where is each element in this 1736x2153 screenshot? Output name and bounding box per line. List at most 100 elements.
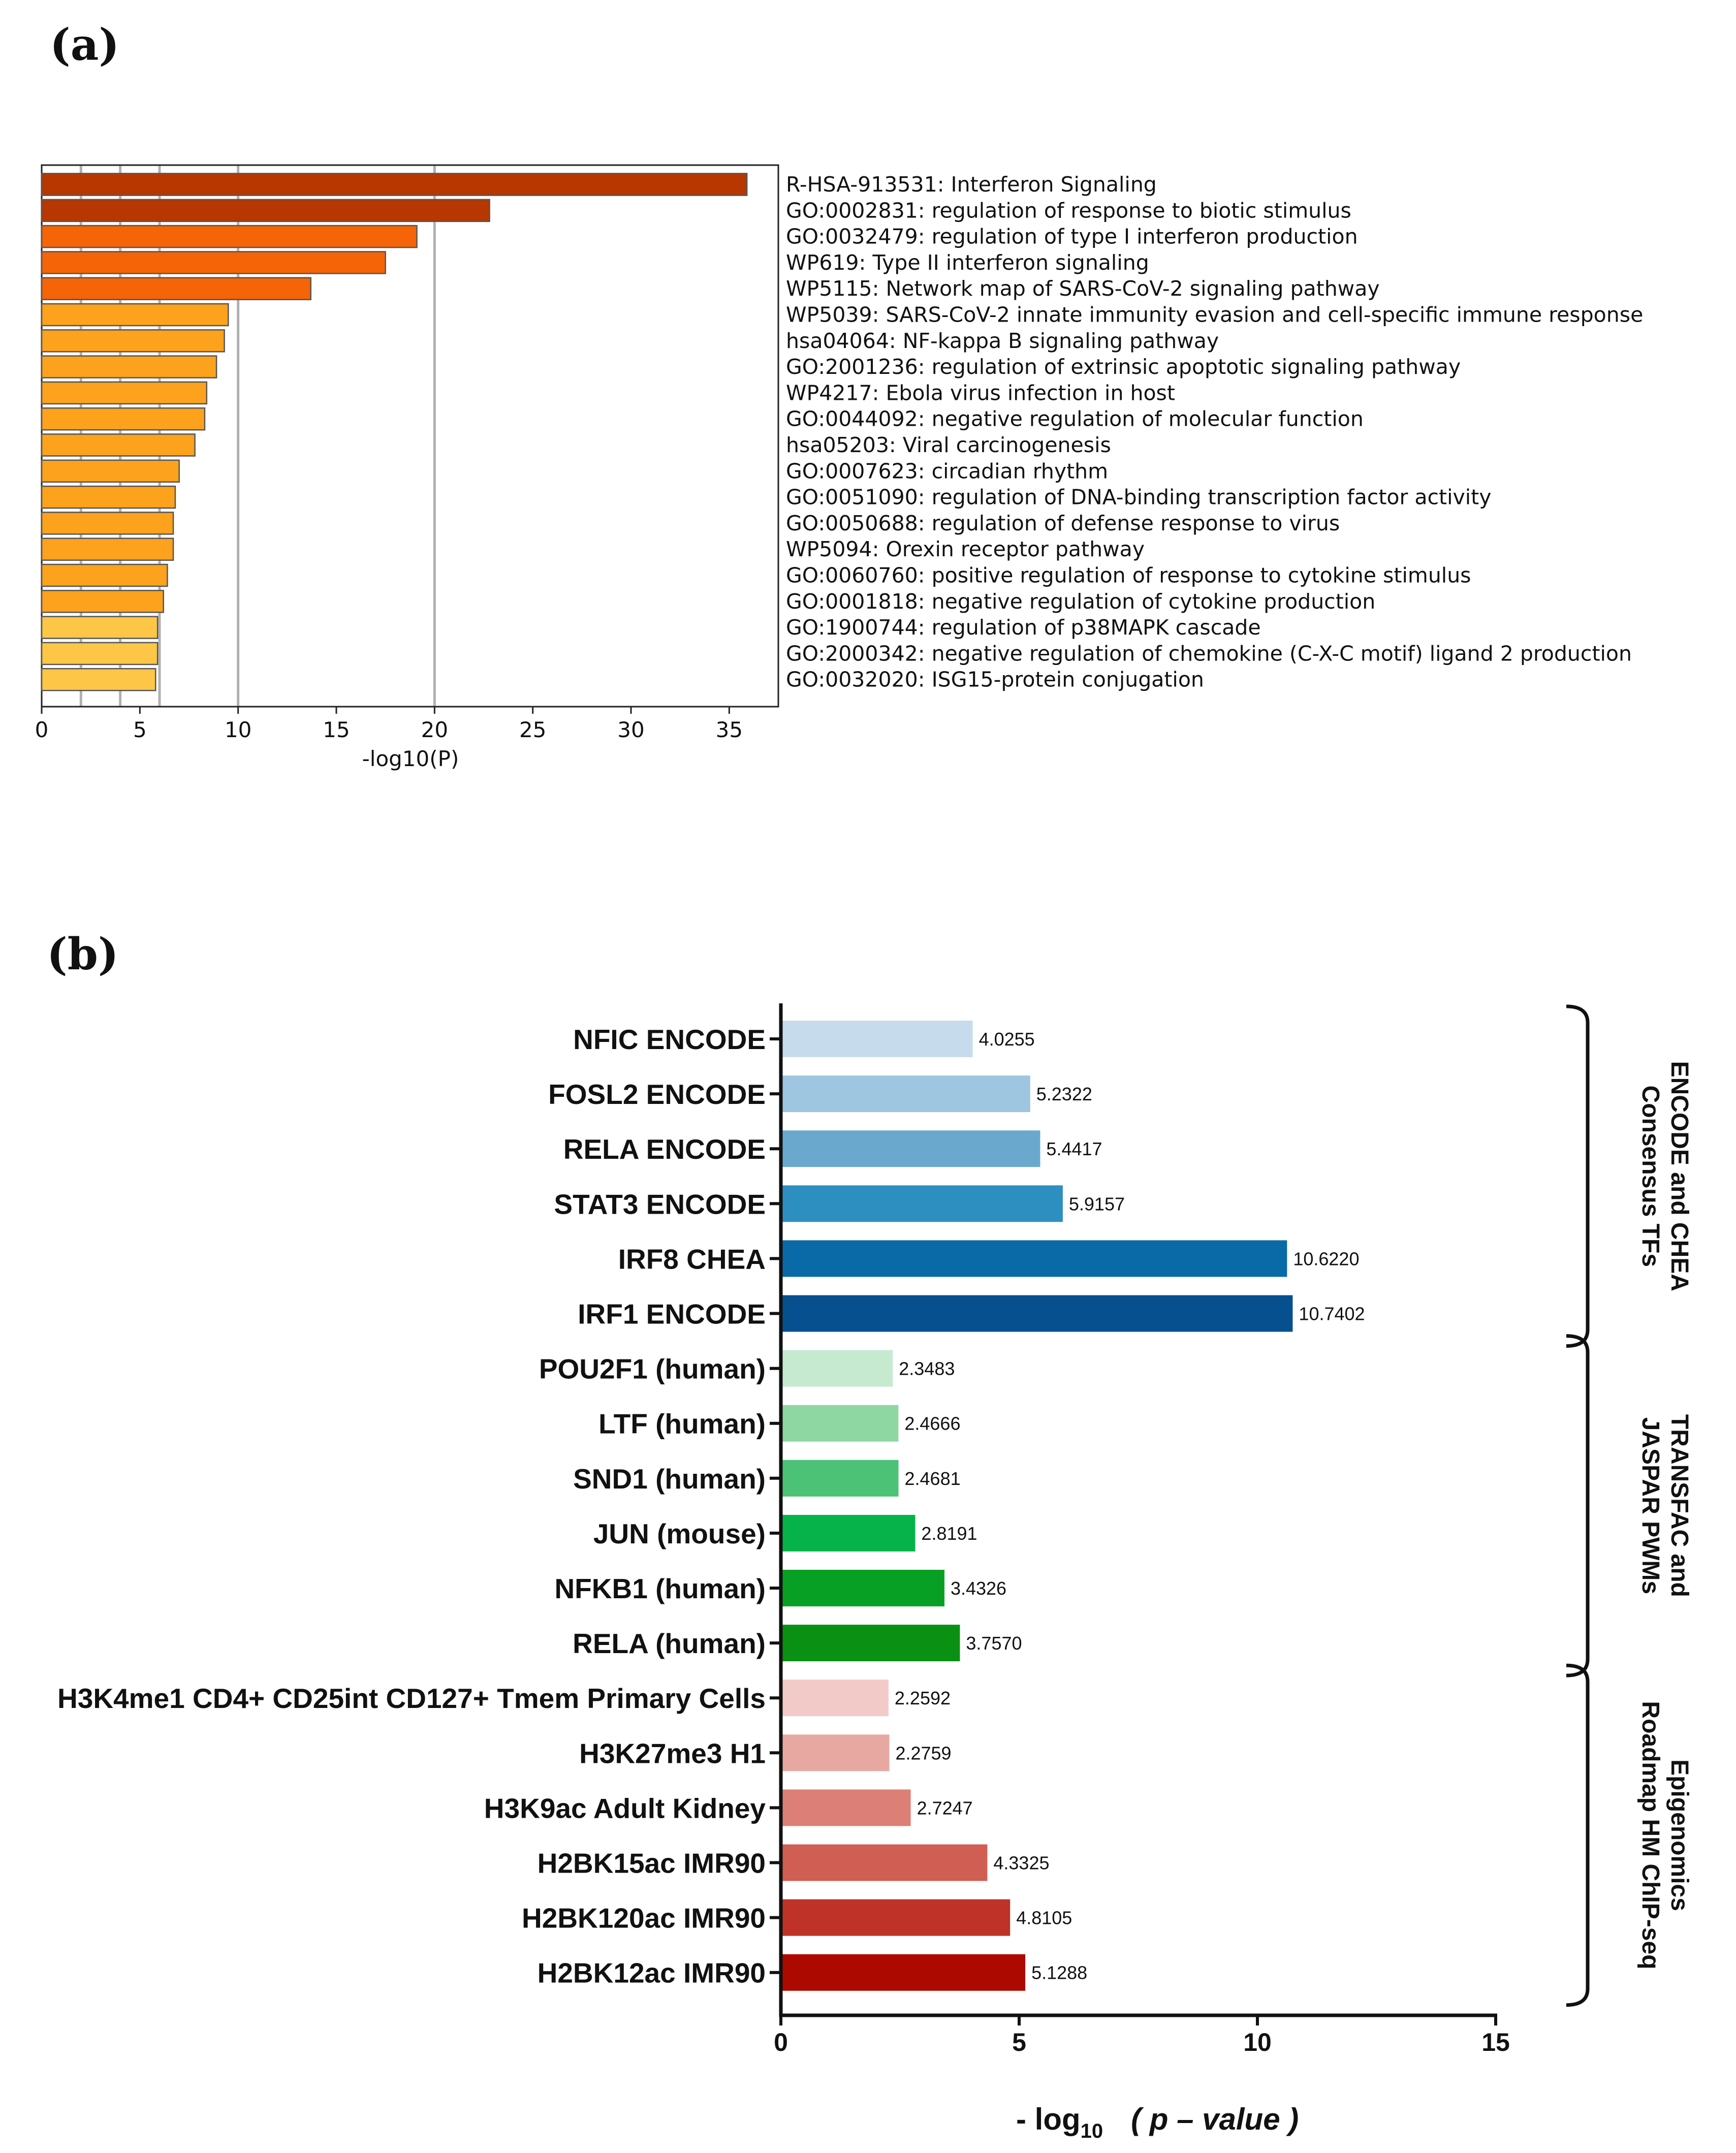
- bar: [41, 407, 206, 431]
- category-label: NFIC ENCODE: [573, 1024, 766, 1055]
- x-axis-label: - log10( p – value ): [1016, 2102, 1299, 2142]
- value-label: 5.4417: [1046, 1138, 1102, 1159]
- value-label: 2.2592: [895, 1688, 951, 1708]
- group-bracket: [1566, 1004, 1590, 1348]
- term-label: GO:0002831: regulation of response to bi…: [786, 198, 1351, 223]
- bar: [41, 303, 229, 327]
- term-label: R-HSA-913531: Interferon Signaling: [786, 172, 1157, 197]
- category-label: STAT3 ENCODE: [554, 1188, 766, 1220]
- value-label: 4.3325: [993, 1853, 1049, 1874]
- value-label: 4.8105: [1016, 1908, 1072, 1928]
- bar: [41, 433, 196, 457]
- category-label: LTF (human): [598, 1408, 766, 1440]
- category-label: JUN (mouse): [593, 1518, 766, 1549]
- bar: [782, 1350, 893, 1387]
- category-label: H3K9ac Adult Kidney: [484, 1792, 766, 1824]
- group-label-line1: Epigenomics: [1666, 1759, 1693, 1911]
- bar: [41, 616, 159, 639]
- bar: [41, 459, 180, 483]
- value-label: 2.3483: [899, 1358, 955, 1379]
- value-label: 2.7247: [917, 1797, 973, 1818]
- term-label: WP5115: Network map of SARS-CoV-2 signal…: [786, 276, 1380, 301]
- term-label: GO:0060760: positive regulation of respo…: [786, 563, 1471, 588]
- value-label: 10.7402: [1299, 1304, 1365, 1324]
- term-label: GO:0001818: negative regulation of cytok…: [786, 589, 1375, 614]
- category-label: RELA (human): [573, 1628, 766, 1659]
- term-label: WP619: Type II interferon signaling: [786, 250, 1149, 275]
- group-label-line2: JASPAR PWMs: [1637, 1417, 1664, 1595]
- value-label: 2.8191: [921, 1523, 977, 1544]
- term-label: GO:0044092: negative regulation of molec…: [786, 407, 1364, 431]
- term-label: GO:0050688: regulation of defense respon…: [786, 511, 1340, 535]
- term-label: GO:0032479: regulation of type I interfe…: [786, 225, 1358, 249]
- term-label: hsa04064: NF-kappa B signaling pathway: [786, 329, 1219, 353]
- group-label-line2: Consensus TFs: [1637, 1086, 1664, 1267]
- x-tick-label: 10: [1243, 2028, 1272, 2056]
- bar: [41, 329, 225, 353]
- x-tick-label: 35: [716, 717, 743, 742]
- bar: [782, 1240, 1287, 1277]
- category-label: H2BK12ac IMR90: [538, 1957, 766, 1989]
- bar: [41, 225, 418, 248]
- category-label: NFKB1 (human): [554, 1573, 766, 1604]
- x-tick-label: 25: [519, 717, 546, 742]
- term-label: GO:0032020: ISG15-protein conjugation: [786, 668, 1204, 692]
- bar: [782, 1899, 1011, 1936]
- value-label: 3.4326: [951, 1578, 1006, 1599]
- x-axis-label: -log10(P): [362, 746, 459, 771]
- bar: [41, 512, 174, 535]
- bar: [41, 485, 176, 509]
- x-tick-label: 15: [323, 717, 350, 742]
- value-label: 10.6220: [1293, 1248, 1359, 1269]
- term-label: WP5094: Orexin receptor pathway: [786, 537, 1145, 561]
- bar: [782, 1789, 911, 1826]
- term-label: WP4217: Ebola virus infection in host: [786, 381, 1175, 405]
- bar: [782, 1570, 944, 1606]
- category-label: IRF8 CHEA: [618, 1243, 766, 1275]
- value-label: 2.4666: [904, 1413, 960, 1434]
- value-label: 5.2322: [1036, 1084, 1092, 1104]
- x-tick-label: 5: [133, 717, 147, 742]
- chart-b: 4.0255 NFIC ENCODE 5.2322 FOSL2 ENCODE 5.441…: [57, 1003, 1693, 2142]
- value-label: 4.0255: [979, 1029, 1035, 1050]
- value-label: 2.2759: [895, 1743, 951, 1763]
- bar: [782, 1021, 973, 1057]
- bar: [41, 668, 156, 691]
- category-label: FOSL2 ENCODE: [548, 1079, 766, 1110]
- category-label: IRF1 ENCODE: [578, 1299, 766, 1330]
- bar: [41, 355, 217, 378]
- bar: [782, 1514, 916, 1552]
- bar: [41, 251, 386, 274]
- term-label: GO:1900744: regulation of p38MAPK cascad…: [786, 615, 1261, 640]
- term-label: GO:2000342: negative regulation of chemo…: [786, 641, 1632, 666]
- group-label-line1: TRANSFAC and: [1666, 1414, 1693, 1597]
- bar: [782, 1405, 899, 1442]
- bar: [782, 1680, 889, 1717]
- category-label: RELA ENCODE: [563, 1133, 766, 1165]
- x-tick-label: 5: [1012, 2028, 1026, 2056]
- bar: [41, 381, 208, 405]
- bar: [41, 277, 311, 300]
- panel-label-a: (a): [50, 19, 119, 71]
- term-label: WP5039: SARS-CoV-2 innate immunity evasi…: [786, 303, 1643, 327]
- group-bracket: [1566, 1334, 1590, 1677]
- category-label: H2BK15ac IMR90: [538, 1848, 766, 1879]
- category-label: H2BK120ac IMR90: [522, 1903, 766, 1934]
- x-tick-label: 30: [617, 717, 644, 742]
- group-bracket: [1566, 1663, 1590, 2007]
- term-label: hsa05203: Viral carcinogenesis: [786, 433, 1111, 457]
- bar: [782, 1460, 899, 1497]
- term-label: GO:0051090: regulation of DNA-binding tr…: [786, 485, 1492, 510]
- bar: [782, 1130, 1040, 1167]
- bar: [41, 199, 490, 223]
- value-label: 3.7570: [966, 1633, 1022, 1654]
- x-tick-label: 0: [774, 2028, 788, 2056]
- bar: [782, 1954, 1026, 1991]
- term-label: GO:2001236: regulation of extrinsic apop…: [786, 355, 1461, 379]
- bar: [41, 173, 748, 196]
- chart-a: R-HSA-913531: Interferon SignalingGO:000…: [35, 164, 1643, 771]
- panel-label-b: (b): [47, 929, 119, 980]
- value-label: 5.9157: [1069, 1193, 1125, 1214]
- category-label: H3K4me1 CD4+ CD25int CD127+ Tmem Primary…: [57, 1683, 766, 1714]
